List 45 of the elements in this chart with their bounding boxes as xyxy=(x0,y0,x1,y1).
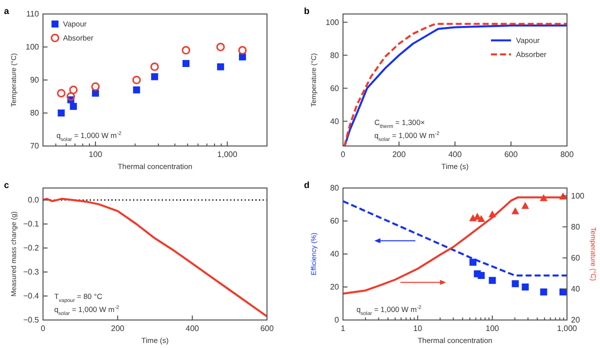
x-tick-label: 100 xyxy=(88,150,103,159)
x-tick-label: 0 xyxy=(340,150,346,159)
y2-tick-label: 80 xyxy=(571,222,580,232)
x-tick-label: 600 xyxy=(260,324,274,333)
y-tick-label: −0.3 xyxy=(23,268,40,277)
y2-tick-label: 40 xyxy=(571,284,580,294)
x-tick-label: 1,000 xyxy=(556,324,578,333)
y-tick-label: 100 xyxy=(26,42,40,52)
chart-title: a xyxy=(4,6,10,16)
x-tick-label: 600 xyxy=(504,150,518,159)
y-tick-label: 60 xyxy=(330,216,340,226)
x-tick-label: 400 xyxy=(186,324,200,333)
y-tick-label: −0.1 xyxy=(23,220,40,229)
y-tick-label: −0.5 xyxy=(23,316,40,325)
y-tick-label: 20 xyxy=(330,282,340,292)
y2-tick-label: 20 xyxy=(571,316,580,325)
chart-title: b xyxy=(304,6,310,16)
y-tick-label: 0.0 xyxy=(28,196,40,205)
y-tick-label: 110 xyxy=(26,10,40,19)
y-tick-label: −0.4 xyxy=(23,292,40,301)
x-tick-label: 1 xyxy=(340,324,346,333)
y-tick-label: 80 xyxy=(30,108,40,118)
y-tick-label: 70 xyxy=(30,142,40,151)
y-tick-label: 40 xyxy=(330,116,340,126)
chart-title: c xyxy=(4,180,10,190)
x-tick-label: 200 xyxy=(392,150,406,159)
x-tick-label: 1,000 xyxy=(217,150,238,159)
y-tick-label: −0.2 xyxy=(23,244,40,253)
y-tick-label: 100 xyxy=(326,18,340,27)
x-tick-label: 100 xyxy=(486,324,500,333)
x-tick-label: 800 xyxy=(560,150,574,159)
x-tick-label: 200 xyxy=(110,324,125,333)
x-tick-label: 0 xyxy=(40,324,46,333)
y-tick-label: 60 xyxy=(330,84,340,93)
line-series xyxy=(42,198,268,318)
y-tick-label: 0 xyxy=(334,316,340,325)
y-tick-label: 80 xyxy=(330,184,340,193)
y-tick-label: 80 xyxy=(330,50,340,60)
x-tick-label: 10 xyxy=(413,324,423,333)
y-tick-label: 40 xyxy=(330,250,340,259)
y2-tick-label: 60 xyxy=(571,253,580,262)
y2-tick-label: 100 xyxy=(571,191,585,200)
x-tick-label: 400 xyxy=(448,150,462,159)
y-tick-label: 90 xyxy=(30,76,40,85)
chart-title: d xyxy=(304,180,310,190)
